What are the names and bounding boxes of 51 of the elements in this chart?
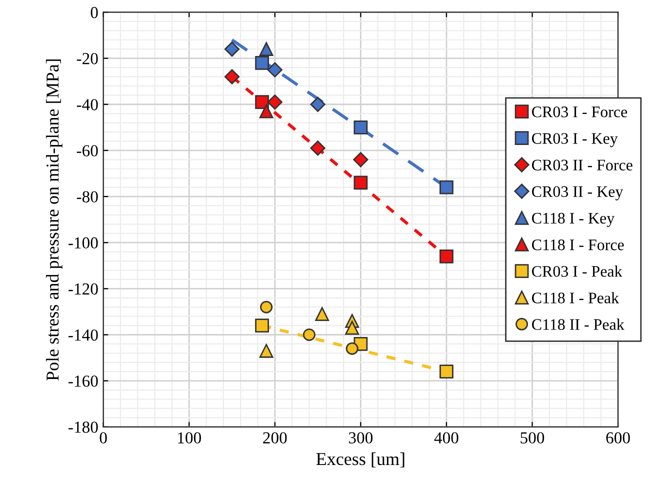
point: [255, 95, 269, 110]
x-tick-label: 200: [263, 432, 287, 444]
x-axis-title: Excess [um]: [316, 452, 404, 468]
y-axis-title: Pole stress and pressure on mid-plane [MPa]: [46, 59, 62, 381]
point: [259, 344, 274, 358]
point: [255, 318, 269, 332]
legend-label: CR03 I - Key: [532, 133, 618, 148]
point: [310, 96, 326, 112]
point: [440, 180, 454, 194]
x-tick-label: 0: [100, 432, 107, 444]
y-tick-label: -140: [68, 329, 98, 341]
x-tick-label: 400: [434, 432, 458, 444]
y-tick-label: 0: [90, 6, 98, 18]
x-tick-label: 100: [178, 432, 201, 444]
x-tick-label: 500: [520, 432, 544, 444]
legend-label: C118 I - Key: [532, 212, 615, 227]
point: [440, 364, 454, 379]
legend-label: CR03 I - Peak: [532, 266, 622, 277]
legend-label: CR03 I - Force: [532, 106, 628, 118]
y-tick-label: -180: [68, 422, 98, 433]
legend-label: C118 I - Force: [532, 239, 624, 250]
point: [267, 94, 282, 110]
point: [259, 104, 274, 118]
y-tick-label: -100: [68, 237, 98, 249]
point: [224, 69, 240, 84]
point: [260, 300, 273, 314]
legend-label: C118 II - Peak: [532, 318, 624, 330]
point: [346, 342, 358, 355]
point: [353, 152, 368, 168]
y-tick-label: -80: [76, 191, 98, 202]
x-tick-label: 600: [606, 432, 630, 444]
point: [224, 42, 240, 57]
point: [302, 328, 316, 341]
legend-label: C118 I - Peak: [532, 292, 620, 304]
y-tick-label: -60: [76, 145, 98, 156]
point: [255, 56, 269, 70]
y-tick-label: -40: [76, 99, 98, 110]
point: [354, 176, 368, 190]
point: [310, 140, 326, 156]
point: [345, 320, 360, 335]
y-tick-label: -120: [68, 283, 98, 295]
point: [315, 307, 330, 321]
point: [267, 62, 282, 78]
point: [354, 120, 368, 134]
y-tick-label: -160: [68, 376, 98, 387]
x-tick-label: 300: [348, 432, 373, 444]
y-tick-label: -20: [76, 53, 98, 64]
legend-label: CR03 II - Key: [532, 186, 624, 200]
point: [259, 42, 274, 56]
legend-label: CR03 II - Force: [532, 160, 632, 170]
point: [440, 249, 454, 264]
